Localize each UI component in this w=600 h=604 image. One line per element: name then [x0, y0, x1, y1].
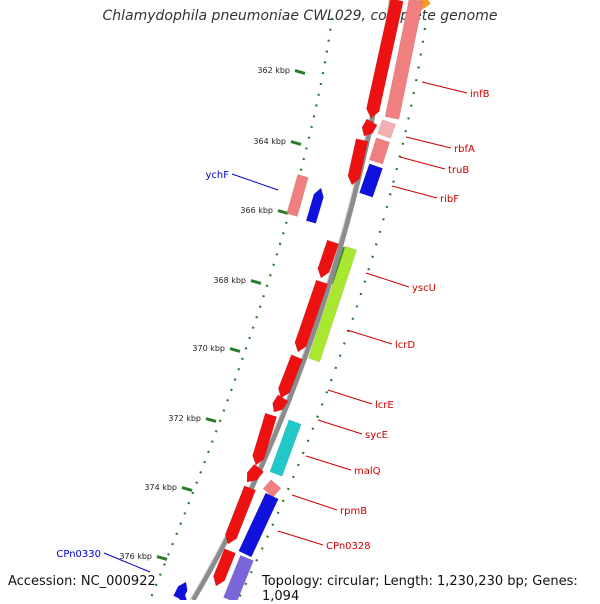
gene-leader-line	[399, 156, 446, 170]
gene-leader-line	[405, 136, 452, 149]
feature-rbfA[interactable]	[361, 118, 378, 137]
feature-lcrD-red[interactable]	[294, 279, 329, 353]
gene-leader-line	[365, 272, 410, 288]
ruler-tick-label: 366 kbp	[240, 206, 273, 215]
feature-downstream-lavender[interactable]	[223, 555, 254, 600]
feature-truB[interactable]	[368, 137, 391, 165]
feature-rbfA-light[interactable]	[377, 119, 396, 139]
gene-label-sycE[interactable]: sycE	[365, 430, 388, 441]
gene-label-CPn0330[interactable]: CPn0330	[56, 549, 101, 560]
ruler-tick	[277, 209, 289, 215]
ruler-tick-label: 376 kbp	[119, 552, 152, 561]
feature-CPn0330-tail[interactable]	[178, 593, 188, 600]
accession-text: Accession: NC_000922	[8, 574, 156, 589]
gene-leader-line	[277, 530, 324, 546]
feature-yscU-red[interactable]	[317, 239, 340, 279]
feature-rpmB-red[interactable]	[246, 463, 265, 483]
gene-leader-line	[103, 552, 151, 573]
feature-lcrE[interactable]	[277, 354, 303, 399]
ruler-tick-label: 362 kbp	[257, 66, 290, 75]
feature-malQ-red[interactable]	[252, 412, 278, 466]
feature-CPn0328-red[interactable]	[224, 485, 256, 545]
ruler-tick-label: 370 kbp	[192, 344, 225, 353]
gene-leader-line	[327, 389, 373, 405]
feature-sycE[interactable]	[272, 394, 289, 413]
ruler-tick	[181, 486, 193, 492]
ruler-tick	[205, 417, 217, 423]
gene-label-CPn0328[interactable]: CPn0328	[326, 541, 371, 552]
gene-label-rbfA[interactable]: rbfA	[454, 144, 475, 155]
gene-leader-line	[391, 185, 438, 199]
gene-leader-line	[421, 81, 468, 94]
feature-malQ[interactable]	[269, 419, 302, 477]
ruler-tick-label: 364 kbp	[253, 137, 286, 146]
gene-label-infB[interactable]: infB	[470, 89, 490, 100]
ruler-inner-dotted	[237, 27, 427, 600]
feature-truB-red[interactable]	[347, 138, 369, 186]
gene-label-ribF[interactable]: ribF	[440, 194, 459, 205]
feature-ychF[interactable]	[286, 174, 309, 217]
feature-CPn0328[interactable]	[238, 492, 279, 558]
gene-label-truB[interactable]: truB	[448, 165, 469, 176]
feature-ychF-blue[interactable]	[305, 187, 324, 224]
ruler-tick	[294, 69, 306, 75]
gene-leader-line	[346, 329, 393, 345]
gene-label-lcrE[interactable]: lcrE	[375, 400, 394, 411]
gene-label-lcrD[interactable]: lcrD	[395, 340, 415, 351]
feature-downstream-red[interactable]	[213, 548, 236, 587]
gene-leader-line	[305, 455, 352, 471]
gene-label-malQ[interactable]: malQ	[354, 466, 381, 477]
gene-leader-line	[291, 494, 338, 511]
ruler-tick	[156, 555, 168, 561]
ruler-tick-label: 372 kbp	[168, 414, 201, 423]
ruler-tick	[290, 140, 302, 146]
feature-infB[interactable]	[366, 0, 404, 119]
ruler-tick	[229, 347, 241, 353]
feature-lcrD[interactable]	[307, 245, 358, 363]
feature-ribF[interactable]	[359, 163, 383, 198]
ruler-tick-label: 368 kbp	[213, 276, 246, 285]
gene-label-rpmB[interactable]: rpmB	[340, 506, 367, 517]
gene-label-yscU[interactable]: yscU	[412, 283, 436, 294]
gene-leader-line	[231, 173, 279, 191]
ruler-tick-label: 374 kbp	[144, 483, 177, 492]
feature-infB-strand[interactable]	[384, 0, 424, 120]
gene-leader-line	[317, 419, 363, 435]
ruler-tick	[250, 279, 262, 285]
gene-label-ychF[interactable]: ychF	[205, 170, 229, 181]
